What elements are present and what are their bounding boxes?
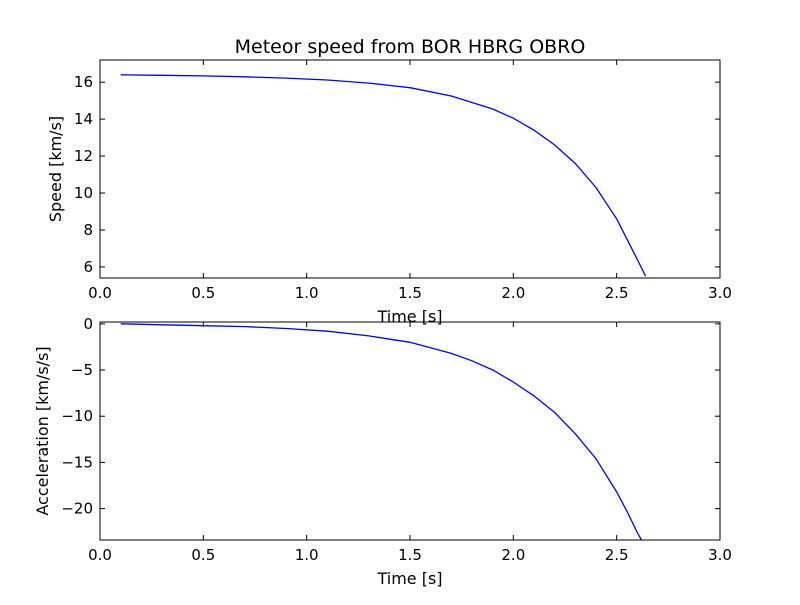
chart-title: Meteor speed from BOR HBRG OBRO (235, 36, 586, 58)
speed-x-tick-label: 3.0 (708, 284, 732, 302)
acceleration-x-axis-label: Time [s] (376, 569, 442, 588)
speed-x-tick-label: 1.5 (398, 284, 422, 302)
acceleration-x-tick-label: 0.0 (88, 546, 112, 564)
speed-y-tick-label: 14 (74, 110, 93, 128)
acceleration-y-tick-label: −5 (71, 361, 93, 379)
speed-x-tick-label: 2.0 (501, 284, 525, 302)
speed-y-tick-label: 16 (74, 73, 93, 91)
acceleration-x-tick-label: 2.0 (501, 546, 525, 564)
speed-plot: 0.0 0.5 1.0 1.5 2.0 2.5 3.0 6 8 10 12 14 16 Time [s] S… (46, 59, 732, 326)
acceleration-x-tick-label: 3.0 (708, 546, 732, 564)
speed-x-tick-label: 2.5 (605, 284, 629, 302)
speed-x-tick-label: 0.5 (191, 284, 215, 302)
acceleration-y-tick-label: 0 (83, 315, 93, 333)
acceleration-plot: 0.0 0.5 1.0 1.5 2.0 2.5 3.0 0 −5 −10 −15 −20 Time [s… (33, 315, 732, 588)
speed-y-tick-label: 6 (83, 258, 93, 276)
acceleration-series-line (120, 323, 643, 541)
acceleration-y-tick-label: −15 (61, 453, 93, 471)
speed-y-axis-label: Speed [km/s] (46, 116, 65, 222)
acceleration-y-tick-label: −10 (61, 407, 93, 425)
speed-series-line (120, 74, 647, 277)
acceleration-x-tick-label: 1.0 (295, 546, 319, 564)
acceleration-y-axis-label: Acceleration [km/s/s] (33, 346, 52, 515)
acceleration-x-tick-label: 0.5 (191, 546, 215, 564)
acceleration-x-tick-label: 1.5 (398, 546, 422, 564)
speed-y-tick-label: 10 (74, 184, 93, 202)
speed-x-tick-label: 0.0 (88, 284, 112, 302)
speed-x-axis-label: Time [s] (376, 307, 442, 326)
speed-y-tick-label: 8 (83, 221, 93, 239)
acceleration-x-tick-label: 2.5 (605, 546, 629, 564)
acceleration-y-tick-label: −20 (61, 500, 93, 518)
speed-x-tick-label: 1.0 (295, 284, 319, 302)
speed-y-tick-label: 12 (74, 147, 93, 165)
